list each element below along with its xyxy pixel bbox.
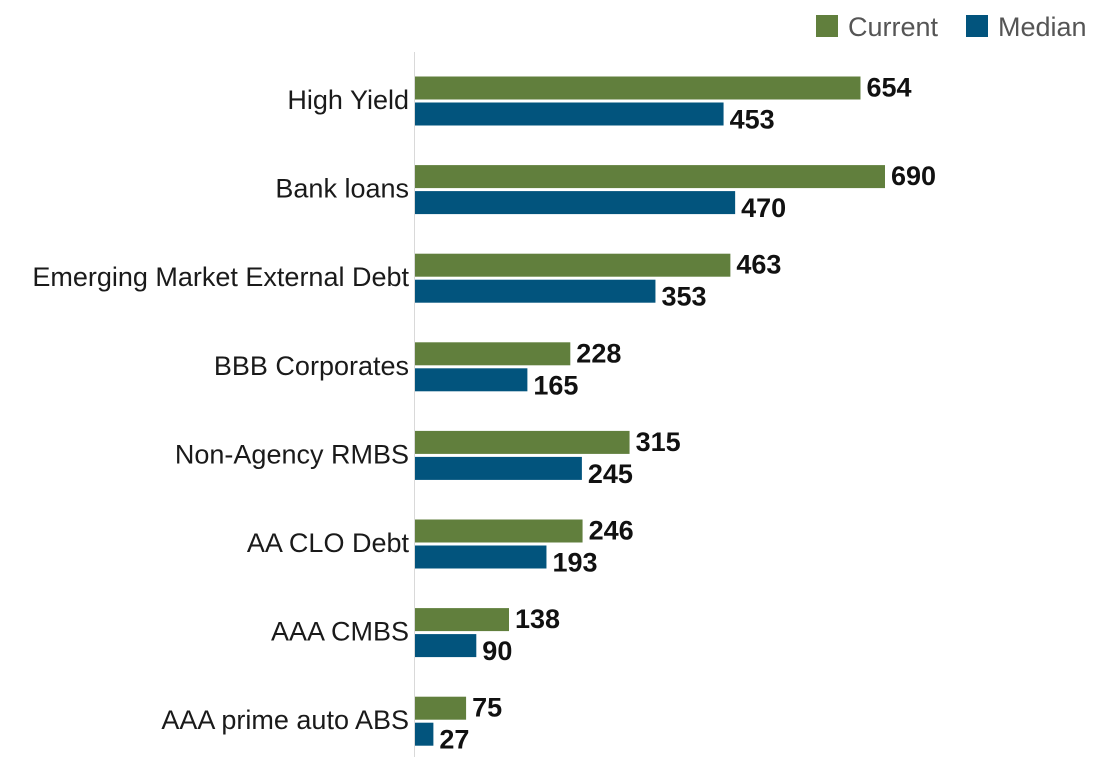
value-label-median-emerging-market-external-debt: 353 bbox=[661, 282, 706, 312]
value-label-current-high-yield: 654 bbox=[866, 73, 911, 103]
bar-median-aaa-prime-auto-abs bbox=[415, 722, 434, 746]
value-label-current-emerging-market-external-debt: 463 bbox=[736, 250, 781, 280]
category-labels: High Yield Bank loans Emerging Market Exte… bbox=[32, 85, 409, 735]
value-label-current-bbb-corporates: 228 bbox=[576, 338, 621, 368]
bar-median-high-yield bbox=[415, 102, 724, 126]
category-label-non-agency-rmbs: Non-Agency RMBS bbox=[175, 439, 409, 469]
bar-current-high-yield bbox=[415, 76, 861, 100]
category-label-bbb-corporates: BBB Corporates bbox=[214, 351, 409, 381]
category-label-emerging-market-external-debt: Emerging Market External Debt bbox=[32, 262, 409, 292]
bar-median-aa-clo-debt bbox=[415, 545, 547, 569]
bar-median-emerging-market-external-debt bbox=[415, 279, 656, 303]
bar-median-non-agency-rmbs bbox=[415, 456, 582, 480]
bar-current-bbb-corporates bbox=[415, 342, 571, 366]
category-label-aa-clo-debt: AA CLO Debt bbox=[247, 528, 410, 558]
bar-current-non-agency-rmbs bbox=[415, 430, 630, 454]
bar-median-bbb-corporates bbox=[415, 368, 528, 392]
bar-current-aa-clo-debt bbox=[415, 519, 583, 543]
category-label-bank-loans: Bank loans bbox=[275, 174, 409, 204]
bar-current-aaa-prime-auto-abs bbox=[415, 696, 467, 720]
bar-median-aaa-cmbs bbox=[415, 634, 477, 658]
value-label-current-aaa-cmbs: 138 bbox=[515, 604, 560, 634]
value-label-median-aaa-prime-auto-abs: 27 bbox=[439, 725, 469, 755]
legend-swatch-median bbox=[966, 15, 988, 37]
value-label-current-bank-loans: 690 bbox=[891, 161, 936, 191]
bar-current-emerging-market-external-debt bbox=[415, 253, 731, 277]
legend-label-current: Current bbox=[848, 12, 939, 42]
legend-swatch-current bbox=[816, 15, 838, 37]
value-label-median-aa-clo-debt: 193 bbox=[552, 548, 597, 578]
value-label-median-bbb-corporates: 165 bbox=[533, 370, 578, 400]
value-label-current-non-agency-rmbs: 315 bbox=[636, 427, 681, 457]
value-label-current-aaa-prime-auto-abs: 75 bbox=[472, 693, 502, 723]
bar-median-bank-loans bbox=[415, 191, 736, 215]
bar-current-bank-loans bbox=[415, 165, 885, 189]
value-label-median-non-agency-rmbs: 245 bbox=[588, 459, 633, 489]
bar-series bbox=[415, 76, 885, 746]
category-label-aaa-prime-auto-abs: AAA prime auto ABS bbox=[161, 705, 409, 735]
value-label-median-bank-loans: 470 bbox=[741, 193, 786, 223]
value-label-median-aaa-cmbs: 90 bbox=[482, 636, 512, 666]
legend-label-median: Median bbox=[998, 12, 1087, 42]
value-label-current-aa-clo-debt: 246 bbox=[589, 516, 634, 546]
category-label-aaa-cmbs: AAA CMBS bbox=[271, 617, 409, 647]
bar-current-aaa-cmbs bbox=[415, 608, 509, 632]
value-label-median-high-yield: 453 bbox=[730, 105, 775, 135]
category-label-high-yield: High Yield bbox=[287, 85, 409, 115]
chart-legend: Current Median bbox=[816, 12, 1087, 42]
